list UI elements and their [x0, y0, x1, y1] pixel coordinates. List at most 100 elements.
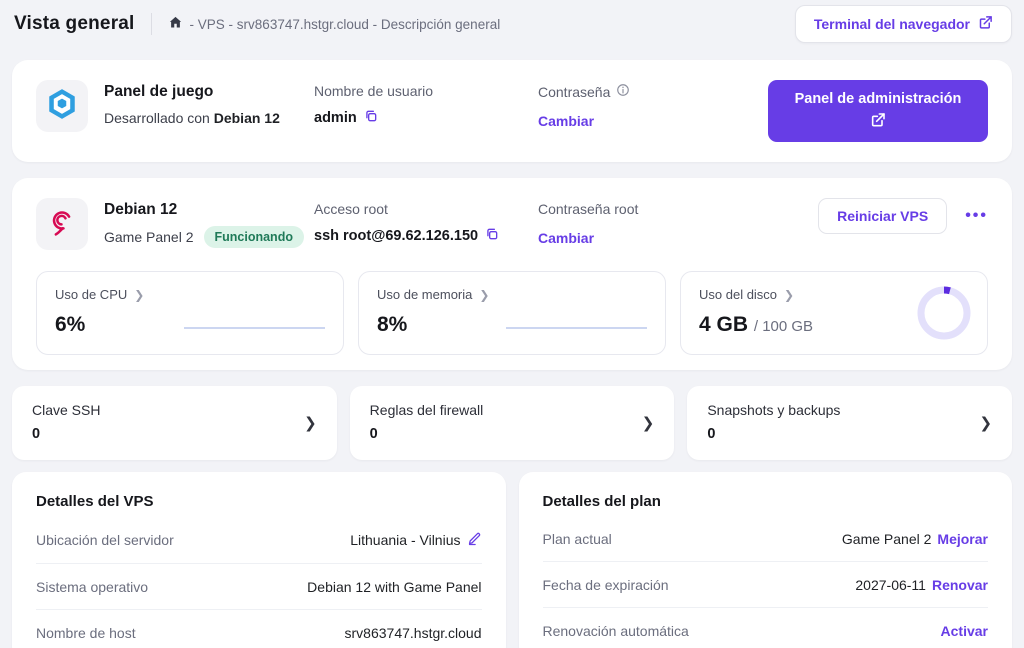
disk-usage-value: 4 GB	[699, 313, 749, 336]
cpu-usage-label: Uso de CPU	[55, 287, 128, 302]
chevron-right-icon: ❯	[979, 415, 993, 432]
cpu-usage-value: 6%	[55, 313, 86, 336]
admin-panel-label: Panel de administración	[794, 90, 962, 107]
memory-usage-card: Uso de memoria ❯ 8%	[358, 271, 666, 355]
page-header: Vista general - VPS - srv863747.hstgr.cl…	[0, 0, 1024, 48]
auto-renewal-row: Renovación automática Activar	[543, 608, 989, 648]
current-plan-row: Plan actual Game Panel 2 Mejorar	[542, 516, 988, 562]
game-panel-title: Panel de juego	[104, 83, 214, 100]
disk-usage-total: / 100 GB	[753, 318, 814, 335]
quick-links-row: Clave SSH 0 ❯ Reglas del firewall 0 ❯ Sn…	[12, 386, 1013, 460]
vps-details-title: Detalles del VPS	[36, 493, 154, 510]
admin-panel-button[interactable]: Panel de administración	[768, 80, 988, 142]
details-section: Detalles del VPS Ubicación del servidor …	[12, 472, 1012, 648]
operating-system-label: Sistema operativo	[36, 578, 149, 595]
page-title: Vista general	[14, 13, 135, 34]
copy-icon[interactable]	[485, 227, 499, 245]
restart-vps-label: Reiniciar VPS	[837, 208, 929, 224]
game-panel-subtitle: Desarrollado con Debian 12	[104, 110, 314, 126]
cpu-usage-card: Uso de CPU ❯ 6%	[36, 271, 344, 355]
expiration-date-value: 2027-06-11	[855, 576, 926, 593]
vps-status-card: Debian 12 Game Panel 2 Funcionando Acces…	[12, 178, 1012, 370]
cpu-usage-link[interactable]: Uso de CPU ❯	[55, 287, 325, 302]
vps-plan-name: Game Panel 2	[104, 229, 194, 245]
current-plan-label: Plan actual	[542, 530, 612, 547]
chevron-right-icon: ❯	[641, 415, 655, 432]
breadcrumb-text: - VPS - srv863747.hstgr.cloud - Descripc…	[189, 16, 501, 32]
subtitle-os: Debian 12	[213, 110, 280, 126]
restart-vps-button[interactable]: Reiniciar VPS	[818, 198, 948, 234]
firewall-rules-label: Reglas del firewall	[369, 402, 484, 418]
plan-details-title: Detalles del plan	[542, 493, 661, 510]
firewall-rules-card[interactable]: Reglas del firewall 0 ❯	[349, 386, 675, 460]
username-field: Nombre de usuario admin	[314, 80, 538, 127]
firewall-rules-count: 0	[369, 426, 378, 442]
debian-logo-tile	[36, 198, 88, 250]
root-password-field: Contraseña root Cambiar	[538, 198, 762, 246]
root-password-label: Contraseña root	[538, 201, 639, 217]
game-panel-logo-tile	[36, 80, 88, 132]
upgrade-plan-link[interactable]: Mejorar	[937, 530, 988, 547]
server-location-value: Lithuania - Vilnius	[350, 531, 461, 548]
server-location-label: Ubicación del servidor	[36, 531, 174, 548]
password-field: Contraseña Cambiar	[538, 80, 762, 129]
status-badge: Funcionando	[203, 226, 304, 248]
browser-terminal-button[interactable]: Terminal del navegador	[794, 5, 1012, 43]
external-link-icon	[978, 15, 993, 33]
debian-icon	[46, 206, 78, 243]
chevron-right-icon: ❯	[479, 287, 490, 302]
current-plan-value: Game Panel 2	[841, 530, 932, 547]
snapshots-backups-label: Snapshots y backups	[707, 402, 841, 418]
game-panel-icon	[45, 87, 79, 126]
enable-auto-renewal-link[interactable]: Activar	[940, 622, 988, 639]
edit-pencil-icon[interactable]	[467, 531, 482, 549]
memory-usage-value: 8%	[377, 313, 408, 336]
disk-usage-link[interactable]: Uso del disco ❯	[699, 287, 969, 302]
info-icon[interactable]	[616, 83, 630, 100]
snapshots-backups-count: 0	[707, 426, 716, 442]
memory-sparkline	[506, 327, 647, 329]
memory-usage-link[interactable]: Uso de memoria ❯	[377, 287, 647, 302]
vps-details-card: Detalles del VPS Ubicación del servidor …	[12, 472, 506, 648]
expiration-date-row: Fecha de expiración 2027-06-11 Renovar	[542, 562, 988, 608]
renew-plan-link[interactable]: Renovar	[931, 576, 988, 593]
auto-renewal-label: Renovación automática	[542, 622, 689, 639]
vps-identity: Debian 12 Game Panel 2 Funcionando	[104, 198, 314, 248]
username-value: admin	[314, 110, 357, 126]
more-options-menu[interactable]: •••	[965, 207, 988, 224]
hostname-label: Nombre de host	[36, 624, 136, 641]
change-password-link[interactable]: Cambiar	[538, 113, 595, 129]
chevron-right-icon: ❯	[304, 415, 317, 432]
server-location-row: Ubicación del servidor Lithuania - Vilni…	[36, 516, 482, 564]
hostname-value: srv863747.hstgr.cloud	[344, 624, 482, 641]
root-access-value: ssh root@69.62.126.150	[314, 228, 479, 244]
breadcrumb[interactable]: - VPS - srv863747.hstgr.cloud - Descripc…	[168, 15, 501, 33]
chevron-right-icon: ❯	[784, 287, 795, 302]
disk-usage-card: Uso del disco ❯ 4 GB / 100 GB	[680, 271, 988, 355]
vps-os-title: Debian 12	[104, 201, 178, 218]
ssh-keys-count: 0	[32, 426, 41, 442]
plan-details-card: Detalles del plan Plan actual Game Panel…	[518, 472, 1012, 648]
game-panel-card: Panel de juego Desarrollado con Debian 1…	[12, 60, 1012, 162]
header-divider	[150, 13, 152, 35]
operating-system-value: Debian 12 with Game Panel	[307, 578, 482, 595]
ssh-keys-card[interactable]: Clave SSH 0 ❯	[12, 386, 337, 460]
root-access-label: Acceso root	[314, 201, 388, 217]
external-link-icon	[870, 112, 886, 132]
memory-usage-label: Uso de memoria	[377, 287, 473, 302]
copy-icon[interactable]	[364, 109, 378, 127]
change-root-password-link[interactable]: Cambiar	[538, 230, 595, 246]
cpu-sparkline	[184, 327, 325, 329]
disk-usage-donut	[915, 284, 973, 347]
snapshots-backups-card[interactable]: Snapshots y backups 0 ❯	[687, 386, 1013, 460]
disk-usage-label: Uso del disco	[699, 287, 778, 302]
operating-system-row: Sistema operativo Debian 12 with Game Pa…	[36, 564, 482, 610]
game-panel-identity: Panel de juego Desarrollado con Debian 1…	[104, 80, 314, 126]
chevron-right-icon: ❯	[134, 287, 145, 302]
ssh-keys-label: Clave SSH	[32, 402, 101, 418]
expiration-date-label: Fecha de expiración	[542, 576, 669, 593]
password-label: Contraseña	[538, 83, 611, 100]
browser-terminal-label: Terminal del navegador	[813, 16, 970, 32]
home-icon[interactable]	[168, 15, 183, 33]
subtitle-prefix: Desarrollado con	[104, 110, 214, 126]
